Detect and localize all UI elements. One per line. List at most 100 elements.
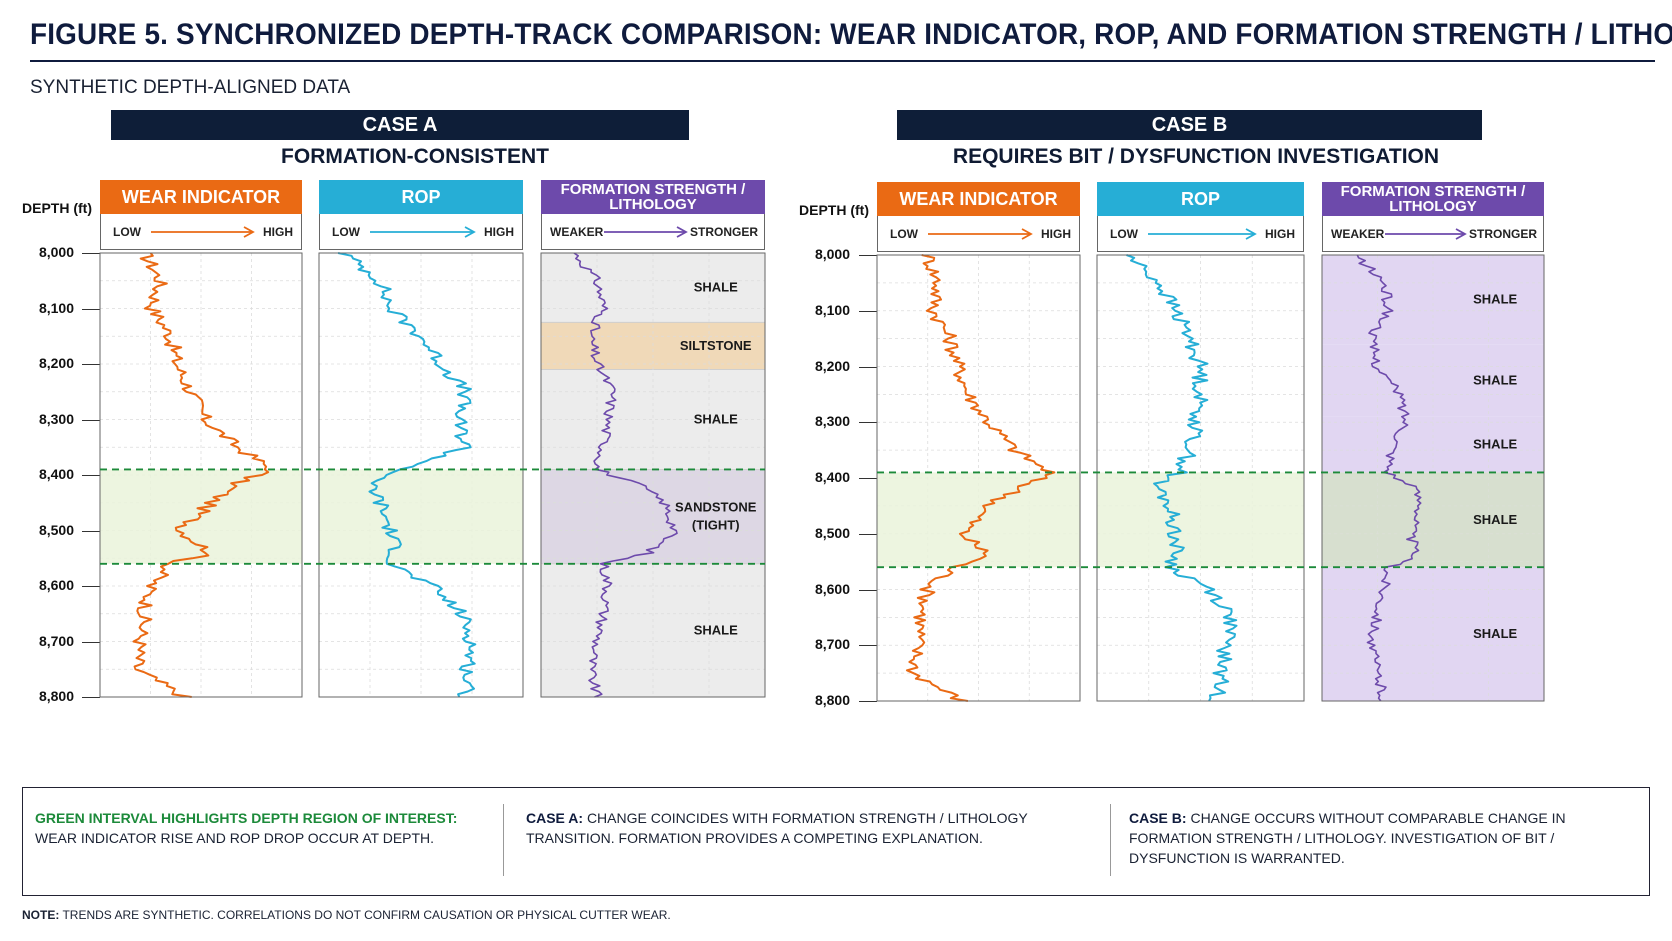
legend-case-a-heading: CASE A: — [526, 810, 584, 826]
form-track-header: FORMATION STRENGTH / LITHOLOGY — [541, 180, 765, 214]
interest-interval-fill — [1322, 472, 1544, 568]
depth-tick-label: 8,800 — [814, 692, 850, 708]
lithology-label: SHALE — [1473, 372, 1517, 387]
depth-tick-mark — [859, 310, 877, 312]
form-scale-row: WEAKER STRONGER — [1322, 216, 1544, 252]
lithology-zone — [541, 253, 765, 323]
depth-tick-mark — [82, 586, 100, 587]
depth-tick-label: 8,100 — [814, 301, 850, 318]
depth-tick-label: 8,200 — [38, 355, 74, 371]
rop-series-line — [1126, 254, 1238, 702]
wear-track-plot — [99, 252, 303, 698]
interest-interval-overlay — [100, 468, 765, 565]
depth-tick-mark — [859, 645, 877, 647]
legend-green-column: GREEN INTERVAL HIGHLIGHTS DEPTH REGION O… — [35, 808, 505, 848]
scale-low-label: LOW — [1110, 227, 1138, 241]
depth-tick-label: 8,000 — [814, 246, 850, 262]
footnote: NOTE: TRENDS ARE SYNTHETIC. CORRELATIONS… — [22, 908, 671, 922]
depth-tick-label: 8,400 — [38, 466, 74, 482]
track-border — [99, 252, 303, 698]
depth-tick-mark — [859, 533, 877, 535]
scale-high-label: STRONGER — [1468, 227, 1537, 241]
lithology-label: SHALE — [694, 412, 738, 427]
depth-tick-label: 8,700 — [38, 632, 74, 649]
track-border — [318, 252, 524, 698]
depth-tick-label: 8,400 — [814, 469, 850, 485]
form-series-line — [573, 252, 678, 698]
rop-scale-row: LOW HIGH — [319, 214, 523, 250]
scale-arrow-icon — [928, 228, 1033, 240]
footnote-label: NOTE: — [22, 908, 60, 922]
lithology-label: SANDSTONE (TIGHT) — [675, 500, 757, 533]
scale-high-label: HIGH — [484, 225, 514, 239]
legend-case-b-text: CHANGE OCCURS WITHOUT COMPARABLE CHANGE … — [1129, 810, 1566, 866]
depth-tick-mark — [82, 364, 100, 365]
rop-track-header: ROP — [319, 180, 523, 214]
case-b-subtitle: REQUIRES BIT / DYSFUNCTION INVESTIGATION — [952, 145, 1440, 168]
form-track-header: FORMATION STRENGTH / LITHOLOGY — [1322, 182, 1544, 216]
wear-series-line — [905, 254, 1056, 702]
depth-tick-mark — [82, 253, 100, 254]
depth-tick-mark — [82, 641, 100, 643]
track-border — [540, 252, 766, 698]
scale-arrow-icon — [370, 226, 476, 238]
interest-interval-overlay — [877, 471, 1544, 569]
wear-track-plot — [876, 254, 1081, 702]
form-track-plot: SHALE SHALE SHALE SHALE SHALE — [1321, 254, 1545, 702]
figure-subtitle: SYNTHETIC DEPTH-ALIGNED DATA — [30, 77, 351, 98]
depth-tick-mark — [82, 530, 100, 532]
depth-tick-mark — [82, 419, 100, 421]
legend-green-heading: GREEN INTERVAL HIGHLIGHTS DEPTH REGION O… — [35, 810, 458, 826]
scale-arrow-icon — [1148, 228, 1257, 240]
legend-case-a-text: CHANGE COINCIDES WITH FORMATION STRENGTH… — [526, 810, 1028, 846]
rop-track-plot — [1096, 254, 1305, 702]
track-border — [1321, 254, 1545, 702]
scale-high-label: HIGH — [1041, 227, 1071, 241]
interest-interval-fill — [1097, 472, 1304, 568]
depth-tick-mark — [859, 255, 877, 256]
depth-tick-label: 8,000 — [38, 244, 74, 260]
form-series-line — [1356, 254, 1422, 702]
scale-low-label: LOW — [332, 225, 360, 239]
scale-arrow-icon — [604, 226, 688, 238]
case-a-subtitle: FORMATION-CONSISTENT — [281, 145, 549, 168]
depth-tick-label: 8,600 — [38, 577, 74, 593]
scale-low-label: WEAKER — [550, 225, 604, 239]
depth-tick-mark — [82, 475, 100, 476]
depth-tick-mark — [859, 366, 877, 368]
depth-axis-header: DEPTH (ft) — [22, 200, 92, 216]
depth-tick-label: 8,100 — [38, 299, 74, 316]
scale-high-label: STRONGER — [689, 225, 758, 239]
depth-tick-mark — [82, 308, 100, 310]
scale-low-label: WEAKER — [1331, 227, 1385, 241]
depth-tick-mark — [859, 701, 877, 702]
legend-box: GREEN INTERVAL HIGHLIGHTS DEPTH REGION O… — [22, 787, 1650, 896]
form-track-plot: SHALE SILTSTONE SHALE SANDSTONE (TIGHT) SHALE — [540, 252, 766, 698]
scale-high-label: HIGH — [1265, 227, 1295, 241]
legend-divider-2 — [1110, 804, 1111, 876]
lithology-label: SILTSTONE — [680, 338, 752, 353]
figure-title: FIGURE 5. SYNCHRONIZED DEPTH-TRACK COMPA… — [30, 18, 1672, 51]
lithology-zone — [1322, 344, 1544, 417]
case-a-banner: CASE A — [111, 110, 689, 140]
lithology-label: SHALE — [694, 622, 738, 637]
depth-tick-mark — [82, 697, 100, 698]
depth-tick-mark — [859, 422, 877, 424]
depth-tick-label: 8,600 — [814, 580, 850, 597]
wear-track-header: WEAR INDICATOR — [877, 182, 1080, 216]
scale-arrow-icon — [1385, 228, 1467, 240]
depth-tick-label: 8,800 — [38, 688, 74, 704]
interest-interval-fill — [319, 469, 523, 564]
form-scale-row: WEAKER STRONGER — [541, 214, 765, 250]
case-b-banner: CASE B — [897, 110, 1482, 140]
legend-green-text: WEAR INDICATOR RISE AND ROP DROP OCCUR A… — [35, 830, 435, 846]
depth-tick-label: 8,500 — [38, 521, 74, 538]
depth-tick-label: 8,200 — [814, 357, 850, 374]
depth-tick-label: 8,700 — [814, 636, 850, 653]
legend-divider-1 — [503, 804, 504, 876]
wear-scale-row: LOW HIGH — [100, 214, 302, 250]
wear-track-header: WEAR INDICATOR — [100, 180, 302, 214]
scale-high-label: HIGH — [263, 225, 293, 239]
legend-case-b-column: CASE B: CHANGE OCCURS WITHOUT COMPARABLE… — [1129, 808, 1599, 868]
wear-scale-row: LOW HIGH — [877, 216, 1080, 252]
